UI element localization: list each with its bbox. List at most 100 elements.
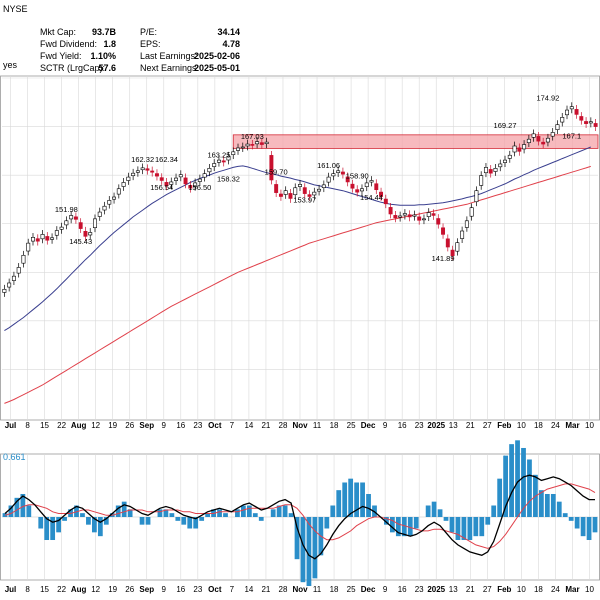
x-tick-label: Jul <box>5 421 17 430</box>
x-tick-label-lower: Jul <box>5 585 17 594</box>
x-tick-label-lower: 19 <box>108 585 117 594</box>
candle-body <box>164 182 169 187</box>
price-annotation: 141.89 <box>432 254 455 263</box>
x-axis: Jul 8 15 22 Aug 12 19 26 Sep 9 16 23 Oct 7 14 21 28 Nov 11… <box>5 421 595 430</box>
candle-body <box>369 180 374 183</box>
macd-histogram-bar <box>306 517 312 587</box>
candle-body <box>131 172 136 177</box>
candle <box>45 232 50 245</box>
candle <box>588 117 593 128</box>
candle <box>131 168 136 181</box>
candle <box>431 209 436 220</box>
candle <box>283 186 288 199</box>
macd-histogram-bar <box>258 517 264 521</box>
candle-body <box>50 237 55 240</box>
macd-histogram-bar <box>50 517 56 541</box>
stat-value-0: 93.7B <box>91 27 116 37</box>
sub-label: yes <box>3 60 18 70</box>
x-tick-label-lower: 8 <box>25 585 30 594</box>
candle <box>493 163 498 176</box>
candle <box>264 137 269 149</box>
candle <box>26 238 31 256</box>
x-tick-label: Sep <box>139 421 154 430</box>
candle <box>31 232 35 246</box>
x-tick-label-lower: 16 <box>176 585 185 594</box>
price-annotation: 153.97 <box>293 195 316 204</box>
x-tick-label: 7 <box>230 421 235 430</box>
x-tick-label: 22 <box>57 421 66 430</box>
macd-histogram-bar <box>509 444 514 517</box>
candle <box>250 140 255 150</box>
candle-body <box>26 242 31 252</box>
candle <box>512 141 517 157</box>
candle-body <box>21 254 26 264</box>
candle <box>445 234 450 252</box>
macd-histogram-bar <box>80 513 85 517</box>
macd-histogram-bar <box>14 497 20 517</box>
price-annotation: 163.25 <box>207 150 230 159</box>
candle-body <box>159 177 164 181</box>
candle <box>522 140 527 154</box>
x-tick-label-lower: 21 <box>466 585 475 594</box>
candle-body <box>245 143 250 147</box>
macd-histogram-bar <box>562 513 568 517</box>
x-tick-label: 12 <box>91 421 100 430</box>
candle <box>174 173 179 185</box>
macd-histogram-bar <box>556 501 562 517</box>
x-tick-label-lower: 7 <box>230 585 235 594</box>
signal-line <box>4 483 596 549</box>
candle-body <box>550 132 555 137</box>
macd-histogram-bar <box>527 459 532 517</box>
candle <box>159 173 164 185</box>
candle-body <box>221 160 226 163</box>
candle <box>140 163 145 175</box>
candle <box>226 151 231 165</box>
candle <box>183 173 188 189</box>
x-tick-label: Mar <box>565 421 579 430</box>
candle <box>517 143 522 156</box>
x-tick-label-lower: Sep <box>139 585 154 594</box>
candle <box>336 166 341 178</box>
candle <box>369 176 374 187</box>
stat-label-3: SCTR (LrgCap): <box>40 63 106 73</box>
macd-histogram-bar <box>86 517 91 525</box>
x-tick-label-lower: 28 <box>279 585 288 594</box>
candle-body <box>283 190 288 195</box>
price-annotation: 156.50 <box>188 183 211 192</box>
macd-histogram-bar <box>550 493 556 517</box>
macd-histogram-bar <box>97 517 103 537</box>
x-tick-label: 11 <box>313 421 322 430</box>
candle <box>221 156 226 167</box>
candle-body <box>226 155 231 161</box>
candle-body <box>455 242 460 252</box>
macd-histogram-bar <box>62 517 67 521</box>
candle-body <box>407 214 412 218</box>
macd-histogram-bar <box>193 517 199 529</box>
candle <box>393 210 398 223</box>
candle-body <box>288 193 293 199</box>
candle <box>379 187 384 201</box>
candle <box>345 172 350 187</box>
macd-histogram-bar <box>246 505 252 517</box>
candle <box>550 128 555 141</box>
candle-body <box>69 215 74 220</box>
candle <box>11 271 16 285</box>
candle-body <box>154 173 159 177</box>
macd-line <box>4 474 595 560</box>
candle-body <box>545 137 550 143</box>
price-annotation: 154.44 <box>360 193 383 202</box>
candle-body <box>398 215 403 218</box>
candle <box>569 102 574 114</box>
price-annotation: 174.92 <box>536 94 559 103</box>
x-tick-label-lower: Feb <box>497 585 511 594</box>
candle <box>50 233 55 244</box>
candle <box>78 218 83 233</box>
stat-label-1: Fwd Dividend: <box>40 39 98 49</box>
candle <box>450 245 455 261</box>
candle-body <box>379 191 384 197</box>
macd-histogram-bar <box>187 517 193 529</box>
candle-body <box>483 167 488 174</box>
candle-body <box>383 198 388 205</box>
candle <box>426 208 431 222</box>
candle <box>326 172 331 187</box>
